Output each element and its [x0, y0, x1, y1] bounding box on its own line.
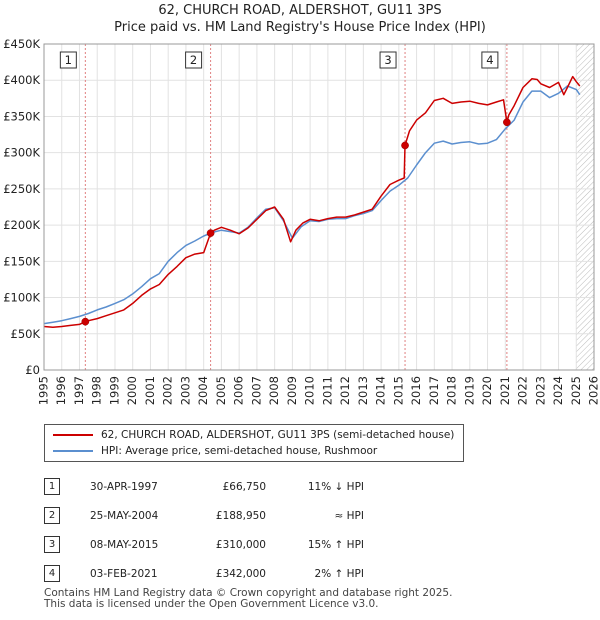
- x-tick-label: 2004: [196, 376, 210, 405]
- y-tick-label: £400K: [3, 73, 40, 87]
- sale-number-badge: 3: [44, 536, 60, 553]
- sale-hpi-comparison: 11% ↓ HPI: [307, 480, 364, 493]
- x-tick-label: 2005: [214, 376, 228, 405]
- legend-item-hpi: HPI: Average price, semi-detached house,…: [53, 444, 377, 458]
- x-tick-label: 2000: [125, 376, 139, 405]
- hpi-line: [43, 85, 581, 325]
- footer: Contains HM Land Registry data © Crown c…: [44, 588, 452, 610]
- x-tick-label: 2019: [462, 376, 476, 405]
- sale-point: [503, 118, 511, 127]
- annotation-box: [185, 51, 203, 69]
- y-tick-label: £100K: [3, 291, 40, 305]
- x-tick-label: 1999: [107, 376, 121, 405]
- sale-point: [206, 229, 215, 237]
- sale-hpi-comparison: 2% ↑ HPI: [314, 567, 364, 580]
- annotation-box: [59, 51, 77, 69]
- x-tick-label: 2015: [391, 376, 405, 405]
- legend: 62, CHURCH ROAD, ALDERSHOT, GU11 3PS (se…: [44, 424, 464, 462]
- plot-frame: [43, 43, 595, 371]
- annotation-box: [481, 51, 499, 69]
- legend-label-property: 62, CHURCH ROAD, ALDERSHOT, GU11 3PS (se…: [101, 429, 455, 441]
- sale-number-badge: 4: [44, 565, 60, 582]
- y-tick-label: £0: [25, 363, 40, 377]
- x-tick-label: 2016: [409, 376, 423, 405]
- x-tick-label: 2018: [445, 376, 459, 405]
- legend-label-hpi: HPI: Average price, semi-detached house,…: [101, 445, 378, 457]
- y-tick-label: £50K: [11, 327, 41, 341]
- x-tick-label: 2009: [285, 376, 299, 405]
- y-tick-label: £150K: [3, 254, 40, 268]
- x-tick-label: 2025: [569, 376, 583, 405]
- sale-price: £310,000: [215, 538, 266, 551]
- x-tick-label: 1996: [54, 376, 68, 405]
- x-tick-label: 2021: [498, 376, 512, 405]
- y-tick-label: £350K: [3, 109, 40, 123]
- legend-item-property: 62, CHURCH ROAD, ALDERSHOT, GU11 3PS (se…: [53, 428, 454, 442]
- x-tick-label: 2006: [232, 376, 246, 405]
- chart-title-line2: Price paid vs. HM Land Registry's House …: [114, 20, 486, 35]
- sale-price: £66,750: [222, 480, 266, 493]
- forecast-hatch: [576, 44, 594, 370]
- sale-point: [401, 141, 409, 150]
- x-tick-label: 2007: [249, 376, 263, 405]
- sale-price: £188,950: [215, 509, 266, 522]
- series-layer: [43, 75, 581, 329]
- x-tick-label: 2024: [551, 376, 565, 405]
- x-tick-label: 1998: [90, 376, 104, 405]
- x-tick-label: 2011: [320, 376, 334, 405]
- sale-date: 30-APR-1997: [90, 480, 158, 493]
- x-tick-label: 2020: [480, 376, 494, 405]
- sale-point: [81, 317, 90, 326]
- sale-date: 25-MAY-2004: [90, 509, 159, 522]
- y-tick-label: £450K: [3, 37, 40, 51]
- table-row: 2 25-MAY-2004 £188,950 ≈ HPI: [44, 501, 364, 530]
- plot-area: [44, 44, 594, 370]
- x-tick-label: 2014: [374, 376, 388, 405]
- x-tick-label: 2001: [143, 376, 157, 405]
- sale-number-badge: 2: [44, 507, 60, 524]
- annotation-label: 3: [384, 53, 391, 67]
- y-tick-label: £250K: [3, 182, 40, 196]
- chart-title-line1: 62, CHURCH ROAD, ALDERSHOT, GU11 3PS: [158, 3, 442, 18]
- table-row: 3 08-MAY-2015 £310,000 15% ↑ HPI: [44, 530, 364, 559]
- annotation-label: 4: [486, 53, 493, 67]
- y-tick-label: £300K: [3, 146, 40, 160]
- legend-swatch-property: [53, 434, 93, 436]
- sales-table: 1 30-APR-1997 £66,750 11% ↓ HPI 2 25-MAY…: [44, 472, 364, 588]
- x-tick-label: 2026: [587, 376, 600, 405]
- x-tick-label: 2013: [356, 376, 370, 405]
- sale-points: [81, 118, 511, 326]
- footer-line2: This data is licensed under the Open Gov…: [44, 598, 379, 610]
- x-tick-label: 2010: [303, 376, 317, 405]
- x-tick-label: 2003: [178, 376, 192, 405]
- x-tick-label: 2008: [267, 376, 281, 405]
- sale-date: 03-FEB-2021: [90, 567, 158, 580]
- annotation-box: [379, 51, 397, 69]
- y-tick-label: £200K: [3, 218, 40, 232]
- y-axis-tick-labels: £0 £50K £100K £150K £200K £250K £300K £350K £400…: [3, 37, 40, 377]
- property-price-line: [43, 75, 581, 329]
- annotation-label: 1: [65, 53, 72, 67]
- sale-date: 08-MAY-2015: [90, 538, 159, 551]
- x-tick-label: 2002: [161, 376, 175, 405]
- x-tick-label: 2017: [427, 376, 441, 405]
- footer-line1: Contains HM Land Registry data © Crown c…: [44, 587, 453, 599]
- table-row: 4 03-FEB-2021 £342,000 2% ↑ HPI: [44, 559, 364, 588]
- annotation-label: 2: [190, 53, 197, 67]
- sale-price: £342,000: [215, 567, 266, 580]
- x-tick-label: 1997: [72, 376, 86, 405]
- x-tick-label: 1995: [37, 376, 51, 405]
- legend-swatch-hpi: [53, 450, 93, 452]
- x-tick-label: 2023: [533, 376, 547, 405]
- annotation-boxes: 1 2 3 4: [59, 51, 499, 69]
- sale-number-badge: 1: [44, 478, 60, 495]
- x-axis-tick-labels: 1995 1996 1997 1998 1999 2000 2001 2002 2003 2004…: [37, 376, 600, 405]
- table-row: 1 30-APR-1997 £66,750 11% ↓ HPI: [44, 472, 364, 501]
- sale-hpi-comparison: 15% ↑ HPI: [307, 538, 364, 551]
- sale-hpi-comparison: ≈ HPI: [334, 509, 364, 522]
- x-tick-label: 2012: [338, 376, 352, 405]
- x-tick-label: 2022: [516, 376, 530, 405]
